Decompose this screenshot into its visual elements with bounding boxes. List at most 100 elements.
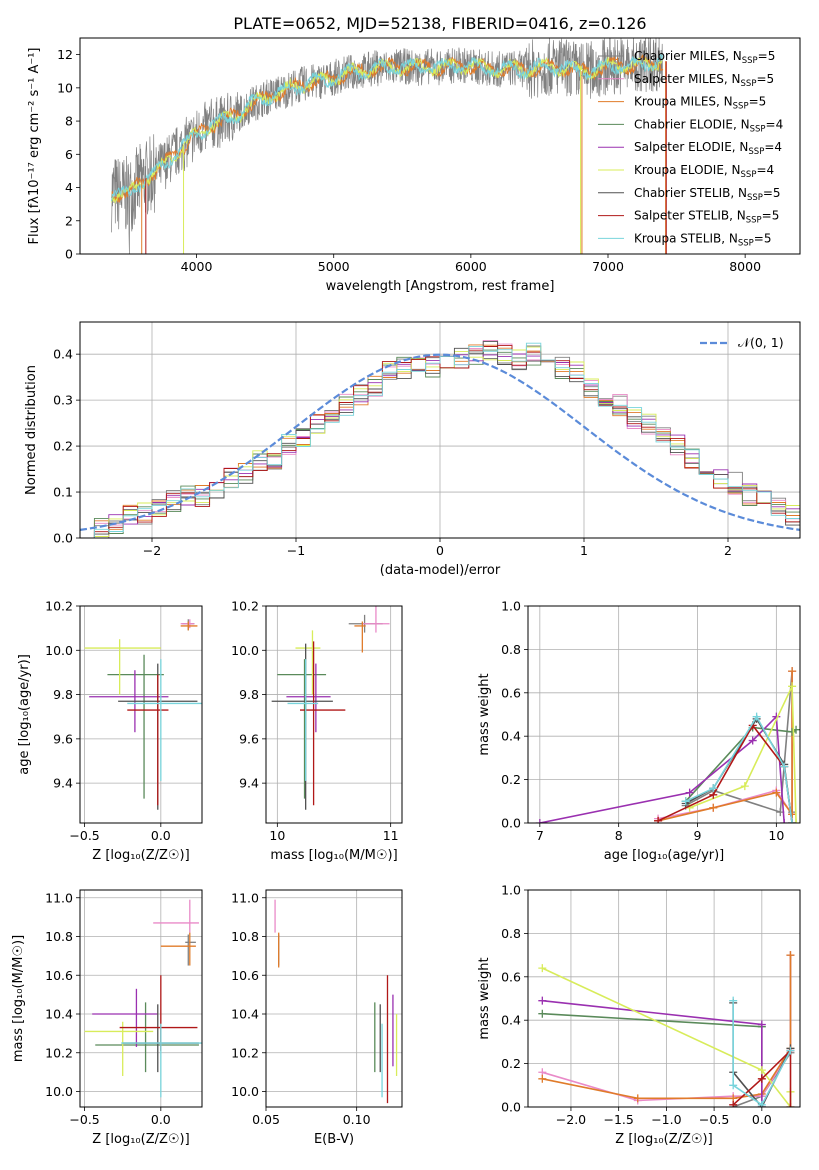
weight-marker — [633, 1094, 642, 1103]
errorbar-point — [300, 641, 346, 806]
weight-marker — [538, 964, 547, 973]
x-tick-label: 1 — [580, 543, 588, 558]
legend-label: Salpeter ELODIE, NSSP=4 — [634, 140, 782, 157]
y-axis-label: mass weight — [477, 957, 492, 1039]
plot-area — [538, 951, 795, 1107]
weight-marker — [729, 1081, 738, 1090]
y-tick-label: 0.2 — [53, 439, 73, 454]
y-tick-label: 10.2 — [231, 599, 259, 614]
weight-marker — [772, 788, 781, 797]
weight-marker — [757, 1074, 766, 1083]
figure-title: PLATE=0652, MJD=52138, FIBERID=0416, z=0… — [233, 14, 646, 33]
weight-marker — [709, 784, 718, 793]
x-tick-label: 8 — [615, 828, 623, 843]
y-tick-label: 0.2 — [501, 1056, 521, 1071]
plot-area — [80, 339, 800, 538]
y-tick-label: 10.2 — [45, 599, 73, 614]
x-tick-label: −1 — [287, 543, 305, 558]
y-axis-label: mass [log₁₀(M/M☉)] — [11, 935, 26, 1062]
weight-series-line — [542, 955, 792, 1100]
y-tick-label: 0.4 — [53, 347, 73, 362]
legend-label: 𝒩(0, 1) — [738, 335, 784, 350]
x-tick-label: 0.0 — [151, 828, 171, 843]
errorbar-point — [295, 630, 321, 695]
axes-frame — [79, 889, 203, 1108]
y-tick-label: 10.4 — [45, 1007, 73, 1022]
x-axis-label: wavelength [Angstrom, rest frame] — [326, 279, 555, 294]
weight-marker — [752, 712, 761, 721]
axes-frame — [265, 605, 403, 824]
weight-marker — [748, 736, 757, 745]
weight-marker — [538, 996, 547, 1005]
y-axis-label: mass weight — [477, 673, 492, 755]
x-axis-label: (data-model)/error — [380, 563, 501, 578]
weight-marker — [757, 1066, 766, 1075]
y-tick-label: 11.0 — [231, 890, 259, 905]
weight-marker — [788, 682, 797, 691]
x-tick-label: 9 — [694, 828, 702, 843]
y-tick-label: 10.0 — [231, 1084, 259, 1099]
x-tick-label: −2.0 — [556, 1112, 586, 1127]
weight-marker — [780, 762, 789, 771]
x-axis-label: Z [log₁₀(Z/Z☉)] — [92, 848, 189, 863]
panel-age_vs_mass: 10 11 9.4 9.6 9.8 10.0 10.2 mass [log₁₀(M/M☉)] — [231, 599, 403, 863]
x-tick-label: 7 — [536, 828, 544, 843]
axes-frame — [79, 37, 801, 255]
legend-label: Kroupa ELODIE, NSSP=4 — [634, 163, 774, 180]
x-tick-label: 0.0 — [151, 1112, 171, 1127]
x-tick-label: 10 — [768, 828, 784, 843]
weight-marker — [538, 1074, 547, 1083]
spectrum-legend: Chabrier MILES, NSSP=5 Salpeter MILES, NS… — [598, 49, 783, 248]
x-tick-label: −2 — [143, 543, 161, 558]
weight-marker — [681, 797, 690, 806]
y-tick-label: 0.3 — [53, 393, 73, 408]
x-axis-label: mass [log₁₀(M/M☉)] — [270, 848, 397, 863]
x-tick-label: −0.5 — [69, 1112, 99, 1127]
errorbar-point — [107, 654, 164, 799]
errorbar-point — [354, 621, 366, 653]
y-tick-label: 4 — [65, 180, 73, 195]
x-axis-label: age [log₁₀(age/yr)] — [604, 848, 725, 863]
x-tick-label: 5000 — [318, 259, 350, 274]
weight-marker — [535, 819, 544, 823]
errorbar-point — [362, 606, 390, 633]
histogram-salpeter-stelib — [80, 345, 800, 538]
y-tick-label: 10.0 — [45, 643, 73, 658]
x-tick-label: 0.0 — [752, 1112, 772, 1127]
panel-weight_vs_age: 7 8 9 10 0.0 0.2 0.4 0.6 0.8 1.0 age [log₁₀(age/yr… — [477, 599, 801, 863]
y-tick-label: 10.8 — [231, 929, 259, 944]
y-tick-label: 0.8 — [501, 926, 521, 941]
y-tick-label: 9.8 — [239, 687, 259, 702]
y-tick-label: 9.6 — [239, 731, 259, 746]
y-tick-label: 10 — [57, 80, 73, 95]
panel-residuals: −2 −1 0 1 2 0.0 0.1 0.2 0.3 0.4 (data-model)/error… — [24, 321, 801, 578]
y-tick-label: 10.0 — [45, 1084, 73, 1099]
legend-label: Salpeter STELIB, NSSP=5 — [634, 209, 779, 226]
x-tick-label: 4000 — [181, 259, 213, 274]
y-tick-label: 10.6 — [45, 968, 73, 983]
weight-marker — [538, 1009, 547, 1018]
errorbar-point — [127, 674, 169, 806]
weight-series-line — [689, 685, 797, 823]
errorbar-point — [153, 899, 199, 933]
weight-series-line — [732, 1048, 792, 1107]
y-tick-label: 0.0 — [501, 816, 521, 831]
weight-marker — [654, 816, 663, 823]
weight-marker — [685, 788, 694, 797]
errorbar-point — [121, 1023, 202, 1098]
y-tick-label: 0.6 — [501, 685, 521, 700]
weight-marker — [729, 996, 738, 1005]
weight-marker — [780, 819, 789, 823]
y-tick-label: 0.6 — [501, 969, 521, 984]
y-tick-label: 10.4 — [231, 1007, 259, 1022]
x-axis-label: Z [log₁₀(Z/Z☉)] — [615, 1132, 712, 1147]
y-tick-label: 1.0 — [501, 883, 521, 898]
weight-marker — [757, 1100, 766, 1107]
y-tick-label: 6 — [65, 147, 73, 162]
weight-marker — [788, 667, 797, 676]
x-tick-label: 0 — [436, 543, 444, 558]
axes-frame — [265, 889, 403, 1108]
y-tick-label: 0.4 — [501, 729, 521, 744]
legend-label: Chabrier ELODIE, NSSP=4 — [634, 117, 783, 134]
x-axis-label: E(B-V) — [314, 1132, 354, 1147]
